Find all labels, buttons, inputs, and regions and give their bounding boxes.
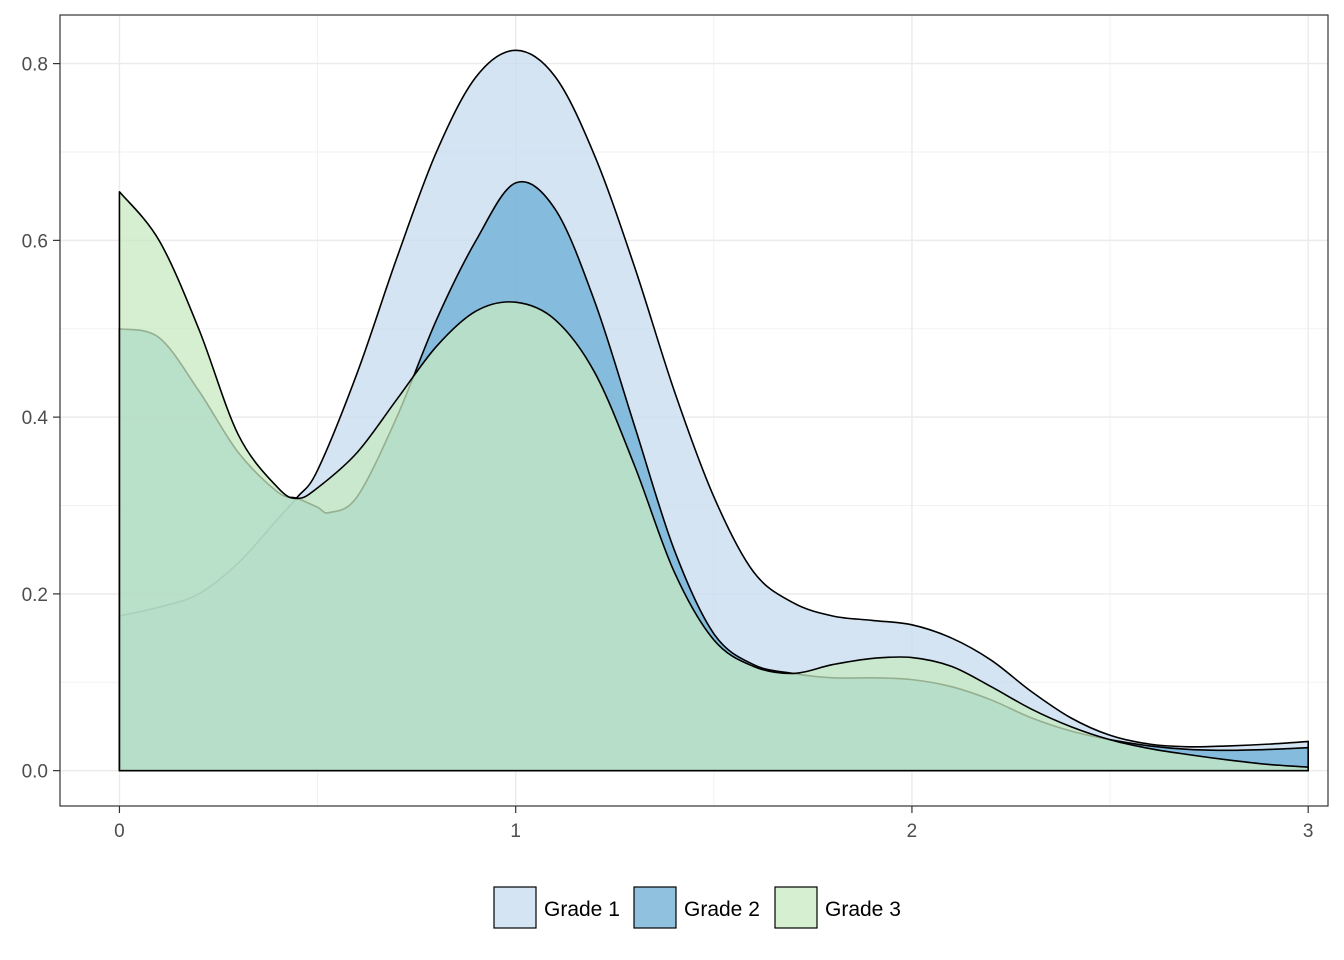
x-tick-label: 0 [114,821,125,842]
legend: Grade 1 Grade 2 Grade 3 [493,886,901,929]
y-axis: 0.0 0.2 0.4 0.6 0.8 [22,55,60,783]
density-area-grade-3 [118,190,1309,772]
legend-label-grade-1: Grade 1 [544,898,620,921]
legend-key-grade-1 [493,886,537,929]
x-tick-label: 3 [1303,821,1314,842]
y-tick-label: 0.0 [22,762,48,783]
legend-key-grade-3 [774,886,818,929]
legend-label-grade-3: Grade 3 [825,898,901,921]
legend-label-grade-2: Grade 2 [684,898,760,921]
x-axis: 0 1 2 3 [114,806,1313,842]
y-tick-label: 0.4 [22,408,49,429]
y-tick-label: 0.8 [22,55,48,76]
x-tick-label: 2 [907,821,918,842]
legend-key-grade-2 [633,886,677,929]
x-tick-label: 1 [510,821,521,842]
plot-border [59,14,1329,807]
y-tick-label: 0.2 [22,585,48,606]
density-series [118,49,1309,772]
y-tick-label: 0.6 [22,231,48,252]
